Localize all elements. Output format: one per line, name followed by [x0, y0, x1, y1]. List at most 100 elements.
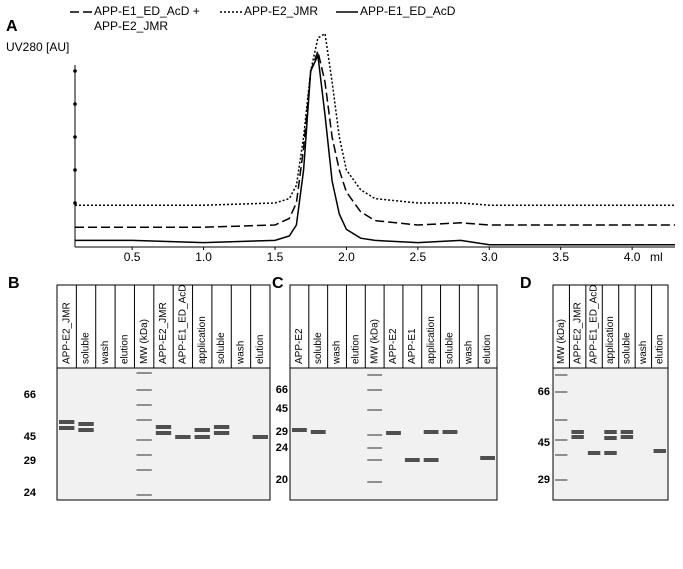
- legend-label: APP-E1_ED_AcD + APP-E2_JMR: [94, 4, 200, 33]
- gel-band: [604, 451, 617, 455]
- gel-band: [604, 430, 617, 434]
- lane-label: wash: [100, 341, 111, 365]
- lane-label: soluble: [622, 332, 633, 364]
- lane-label: APP-E2_JMR: [572, 302, 583, 364]
- lane-label: MW (kDa): [556, 319, 567, 364]
- legend-item: APP-E2_JMR: [220, 4, 318, 34]
- marker-label: 29: [24, 455, 36, 467]
- gel-band: [194, 428, 210, 432]
- lane-label: elution: [119, 335, 130, 364]
- gel-band: [442, 430, 458, 434]
- lane-label: wash: [332, 341, 343, 365]
- gel-band: [480, 456, 495, 460]
- marker-label: 20: [276, 474, 288, 486]
- panel-label: D: [520, 275, 532, 292]
- gel-band: [367, 389, 383, 391]
- gel-band: [620, 435, 634, 439]
- y-tick: [73, 201, 77, 205]
- gel-band: [367, 409, 383, 411]
- gel-band: [571, 435, 584, 439]
- gel-band: [59, 426, 75, 430]
- lane-label: APP-E1: [407, 328, 418, 364]
- marker-label: 66: [24, 389, 36, 401]
- legend-swatch: [220, 11, 242, 13]
- legend-item: APP-E1_ED_AcD + APP-E2_JMR: [70, 4, 202, 34]
- y-tick: [73, 168, 77, 172]
- gel-band: [136, 404, 152, 406]
- panel-label: C: [272, 275, 284, 292]
- legend-swatch: [336, 11, 359, 13]
- lane-label: soluble: [216, 332, 227, 364]
- line-series: [75, 32, 675, 206]
- gel-band: [367, 481, 383, 483]
- lane-label: elution: [654, 335, 665, 364]
- legend-label: APP-E1_ED_AcD: [360, 4, 456, 18]
- marker-label: 66: [276, 384, 288, 396]
- marker-label: 45: [538, 437, 550, 449]
- gel-band: [423, 430, 439, 434]
- legend-label: APP-E2_JMR: [244, 4, 319, 18]
- gel-band: [78, 422, 94, 426]
- marker-label: 45: [24, 431, 36, 443]
- y-tick: [73, 102, 77, 106]
- gel-band: [571, 430, 584, 434]
- marker-label: 24: [276, 442, 289, 454]
- lane-label: soluble: [313, 332, 324, 364]
- gel-band: [136, 419, 152, 421]
- gel-band: [555, 439, 568, 441]
- gel-band: [555, 391, 568, 393]
- line-series: [75, 52, 675, 246]
- gel-band: [292, 428, 307, 432]
- lane-label: APP-E2: [294, 328, 305, 364]
- gel-band: [136, 389, 152, 391]
- lane-label: application: [197, 316, 208, 364]
- x-tick-label: 2.5: [410, 250, 427, 264]
- gel-band: [310, 430, 326, 434]
- gel-header: [56, 284, 271, 369]
- gel-band: [620, 430, 634, 434]
- gel-band: [604, 436, 617, 440]
- lane-label: elution: [351, 335, 362, 364]
- panel-label: B: [8, 275, 20, 292]
- gel-band: [136, 439, 152, 441]
- lane-label: APP-E2_JMR: [61, 302, 72, 364]
- gel-band: [136, 454, 152, 456]
- lane-label: wash: [463, 341, 474, 365]
- x-tick-label: 1.5: [267, 250, 284, 264]
- gel-band: [367, 434, 383, 436]
- gel-band: [175, 435, 191, 439]
- gel-band: [367, 447, 383, 449]
- x-axis-label: ml: [650, 250, 663, 264]
- marker-label: 29: [276, 426, 288, 438]
- lane-label: application: [605, 316, 616, 364]
- gel-band: [555, 374, 568, 376]
- lane-label: APP-E1_ED_AcD: [178, 285, 189, 364]
- gel-header: [552, 284, 669, 369]
- gel-band: [555, 479, 568, 481]
- gel-band: [213, 425, 230, 429]
- lane-label: APP-E2: [388, 328, 399, 364]
- legend-swatch: [70, 11, 92, 13]
- gel-band: [423, 458, 439, 462]
- x-tick-label: 2.0: [338, 250, 355, 264]
- legend: APP-E1_ED_AcD + APP-E2_JMR APP-E2_JMR APP-…: [70, 4, 455, 34]
- lane-label: application: [426, 316, 437, 364]
- lane-label: elution: [482, 335, 493, 364]
- lane-label: soluble: [81, 332, 92, 364]
- gel-band: [78, 428, 94, 432]
- x-tick-label: 4.0: [624, 250, 641, 264]
- gel-band: [367, 374, 383, 376]
- lane-label: MW (kDa): [139, 319, 150, 364]
- x-tick-label: 3.0: [481, 250, 498, 264]
- gel-band: [555, 454, 568, 456]
- gel-band: [367, 459, 383, 461]
- x-tick-label: 0.5: [124, 250, 141, 264]
- legend-item: APP-E1_ED_AcD: [336, 4, 455, 34]
- gel-band: [404, 458, 420, 462]
- gel-band: [155, 425, 172, 429]
- gel-band: [555, 419, 568, 421]
- y-tick: [73, 135, 77, 139]
- gel-band: [213, 431, 230, 435]
- lane-label: soluble: [445, 332, 456, 364]
